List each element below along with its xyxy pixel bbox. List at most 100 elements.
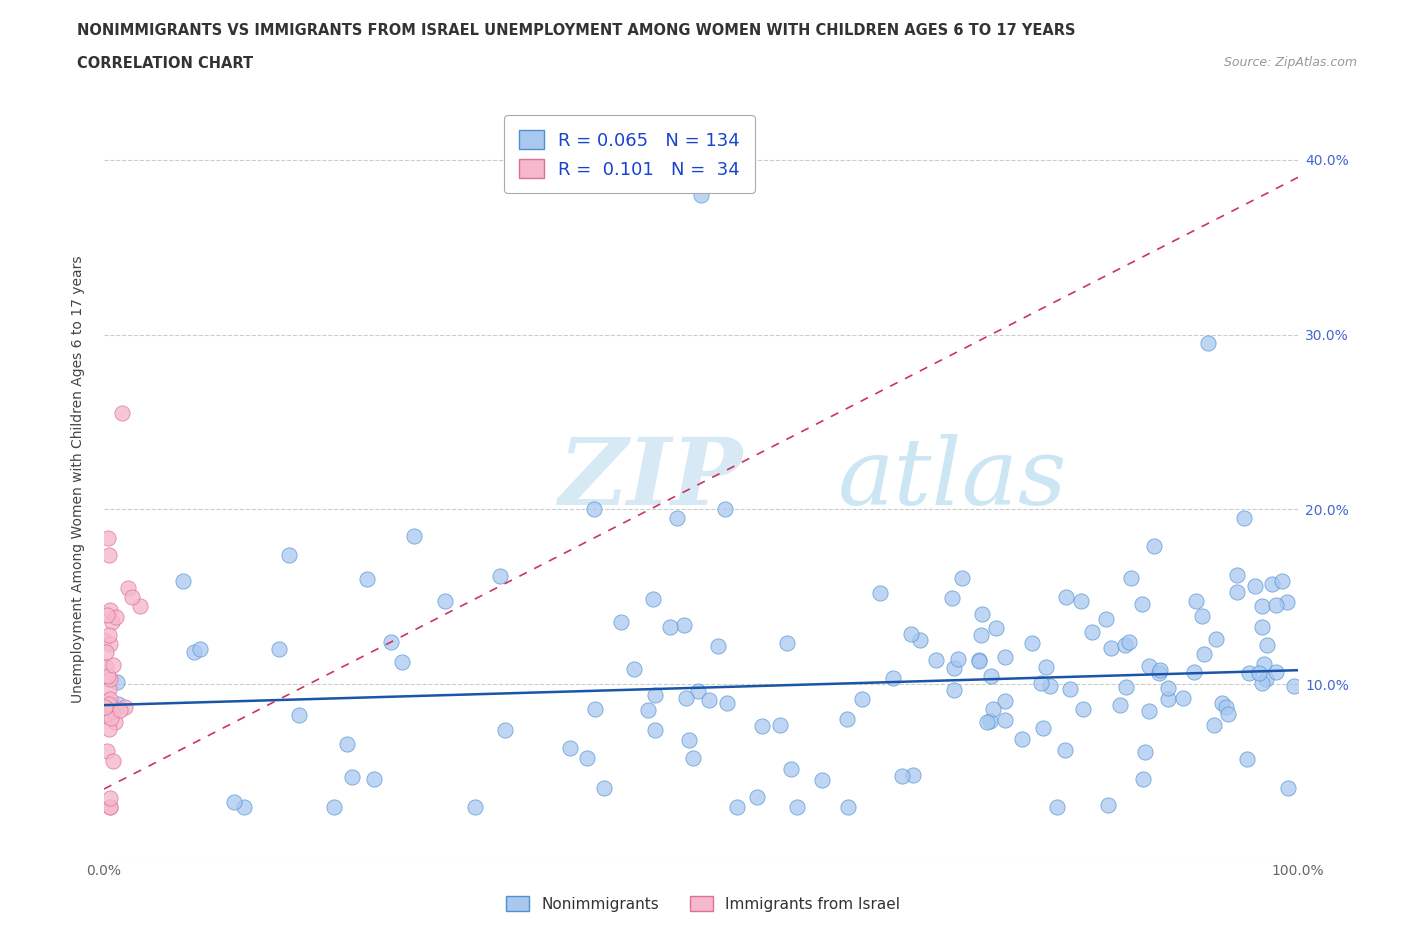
Point [699, 693, 721, 708]
Point [96, 744, 118, 759]
Point [1118, 634, 1140, 649]
Point [610, 615, 633, 630]
Point [1254, 671, 1277, 686]
Point [779, 762, 801, 777]
Point [967, 652, 990, 667]
Point [673, 618, 696, 632]
Point [967, 654, 990, 669]
Point [98, 697, 121, 711]
Point [714, 502, 737, 517]
Point [323, 799, 346, 814]
Point [278, 548, 301, 563]
Point [190, 642, 212, 657]
Point [1197, 336, 1219, 351]
Point [94, 660, 117, 675]
Point [666, 511, 689, 525]
Point [1109, 698, 1132, 712]
Point [835, 712, 858, 727]
Point [1250, 598, 1272, 613]
Point [336, 737, 359, 751]
Point [970, 628, 993, 643]
Point [172, 574, 194, 589]
Point [1211, 696, 1233, 711]
Point [107, 697, 129, 711]
Point [984, 620, 1007, 635]
Point [111, 405, 134, 420]
Point [942, 682, 965, 697]
Point [97, 682, 120, 697]
Point [104, 715, 127, 730]
Point [98, 602, 121, 617]
Point [1135, 744, 1157, 759]
Point [644, 723, 666, 737]
Point [380, 634, 402, 649]
Point [970, 606, 993, 621]
Point [582, 502, 605, 517]
Point [583, 701, 606, 716]
Point [93, 700, 115, 715]
Point [1216, 707, 1239, 722]
Point [1046, 799, 1069, 814]
Point [1149, 662, 1171, 677]
Point [1054, 742, 1077, 757]
Point [751, 718, 773, 733]
Point [644, 688, 666, 703]
Point [1253, 657, 1275, 671]
Point [104, 610, 127, 625]
Point [1256, 637, 1278, 652]
Point [103, 658, 125, 672]
Point [1038, 679, 1060, 694]
Text: atlas: atlas [838, 433, 1067, 524]
Point [1035, 660, 1057, 675]
Point [105, 674, 128, 689]
Point [1184, 594, 1206, 609]
Point [288, 708, 311, 723]
Point [1247, 666, 1270, 681]
Point [994, 650, 1017, 665]
Text: ZIP: ZIP [558, 433, 742, 524]
Point [900, 626, 922, 641]
Point [994, 694, 1017, 709]
Point [901, 768, 924, 783]
Point [575, 751, 598, 765]
Point [404, 528, 426, 543]
Point [98, 722, 121, 737]
Point [1261, 577, 1284, 591]
Point [222, 794, 245, 809]
Point [1032, 721, 1054, 736]
Point [1011, 731, 1033, 746]
Point [776, 635, 799, 650]
Point [686, 684, 709, 698]
Point [117, 580, 139, 595]
Point [1059, 682, 1081, 697]
Point [637, 703, 659, 718]
Point [356, 572, 378, 587]
Point [707, 638, 730, 653]
Point [101, 615, 124, 630]
Point [489, 568, 512, 583]
Point [1115, 680, 1137, 695]
Point [128, 598, 150, 613]
Point [1171, 690, 1194, 705]
Point [183, 644, 205, 659]
Point [941, 591, 963, 605]
Point [1094, 612, 1116, 627]
Point [1070, 593, 1092, 608]
Point [979, 713, 1001, 728]
Point [1182, 664, 1205, 679]
Legend: Nonimmigrants, Immigrants from Israel: Nonimmigrants, Immigrants from Israel [501, 890, 905, 918]
Point [98, 790, 121, 805]
Point [100, 711, 122, 725]
Point [976, 715, 998, 730]
Point [363, 772, 385, 787]
Point [1275, 595, 1298, 610]
Point [1264, 664, 1286, 679]
Point [97, 530, 120, 545]
Point [925, 652, 948, 667]
Point [98, 691, 121, 706]
Point [1157, 692, 1180, 707]
Point [1282, 679, 1305, 694]
Point [658, 619, 681, 634]
Point [1204, 718, 1226, 733]
Text: Source: ZipAtlas.com: Source: ZipAtlas.com [1223, 56, 1357, 69]
